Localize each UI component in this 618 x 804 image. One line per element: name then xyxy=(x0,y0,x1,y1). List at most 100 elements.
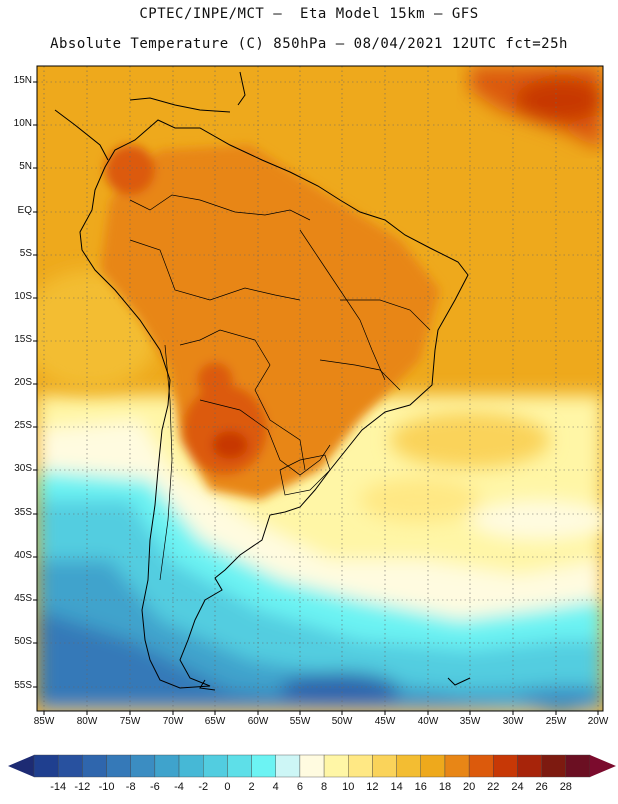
colorbar-swatch xyxy=(299,754,325,778)
latitude-label: 20S xyxy=(14,377,32,388)
colorbar-swatch xyxy=(323,754,349,778)
field-atlantic-24c xyxy=(515,78,603,122)
colorbar xyxy=(8,754,616,778)
longitude-label: 65W xyxy=(204,716,226,727)
colorbar-swatch xyxy=(251,754,276,778)
latitude-label: 10N xyxy=(13,118,32,129)
colorbar-label: -4 xyxy=(174,781,184,793)
latitude-label: 5S xyxy=(19,248,32,259)
longitude-label: 40W xyxy=(417,716,439,727)
chart-title-line2: Absolute Temperature (C) 850hPa – 08/04/… xyxy=(50,36,568,52)
colorbar-swatch xyxy=(227,754,252,778)
field-streak-3 xyxy=(360,478,480,522)
latitude-label: 15N xyxy=(13,75,32,86)
colorbar-swatch xyxy=(154,754,180,778)
latitude-label: 25S xyxy=(14,420,32,431)
colorbar-arrow-right xyxy=(590,755,616,777)
latitude-label: 45S xyxy=(14,593,32,604)
longitude-label: 70W xyxy=(162,716,184,727)
colorbar-arrow-left xyxy=(8,755,34,777)
antilles xyxy=(237,71,246,106)
colorbar-swatch xyxy=(565,754,591,778)
colorbar-swatch xyxy=(372,754,397,778)
field-chaco-22c xyxy=(183,385,267,475)
colorbar-swatch xyxy=(493,754,518,778)
border-uruguay xyxy=(279,454,331,496)
field-continent-20c xyxy=(100,145,440,500)
colorbar-label: 26 xyxy=(535,781,548,793)
colorbar-label: 8 xyxy=(321,781,328,793)
colorbar-label: 24 xyxy=(511,781,524,793)
colorbar-swatch xyxy=(348,754,373,778)
colorbar-label: 14 xyxy=(390,781,403,793)
longitude-label: 30W xyxy=(502,716,524,727)
axis-ticks xyxy=(33,81,599,715)
border-bolivia-paraguay xyxy=(179,329,306,471)
longitude-label: 20W xyxy=(587,716,609,727)
colorbar-swatch xyxy=(33,754,59,778)
longitude-label: 80W xyxy=(76,716,98,727)
latitude-label: 40S xyxy=(14,550,32,561)
colorbar-swatch xyxy=(106,754,131,778)
latitude-label: 15S xyxy=(14,334,32,345)
colorbar-label: 18 xyxy=(438,781,452,793)
latitude-label: EQ xyxy=(17,205,32,216)
colorbar-swatch xyxy=(444,754,470,778)
central-america-coast xyxy=(54,109,109,161)
border-brazil-states-2 xyxy=(340,299,431,331)
colorbar-label: 16 xyxy=(414,781,427,793)
coastlines xyxy=(54,71,471,691)
colorbar-label: 28 xyxy=(559,781,572,793)
longitude-label: 25W xyxy=(545,716,567,727)
colorbar-label: -8 xyxy=(125,781,136,793)
latitude-label: 5N xyxy=(19,161,32,172)
border-argentina xyxy=(199,399,331,476)
country-borders xyxy=(129,194,431,581)
tierra-del-fuego xyxy=(199,679,216,691)
field-cold-core xyxy=(280,672,400,708)
longitude-label: 75W xyxy=(119,716,141,727)
colorbar-label: 0 xyxy=(224,781,231,793)
longitude-label: 50W xyxy=(331,716,353,727)
longitude-label: 60W xyxy=(247,716,269,727)
field-chaco-24c xyxy=(212,431,248,459)
map-frame xyxy=(36,65,604,712)
colorbar-label: 10 xyxy=(342,781,355,793)
field-cold-patch-east xyxy=(520,686,600,711)
temperature-field xyxy=(37,66,603,711)
border-north xyxy=(129,194,311,221)
colorbar-label: 4 xyxy=(272,781,279,793)
colorbar-label: -6 xyxy=(149,781,160,793)
colorbar-label: 22 xyxy=(487,781,500,793)
border-peru-brazil xyxy=(129,239,301,301)
colorbar-label: -14 xyxy=(50,781,67,793)
field-hot-spot xyxy=(197,362,233,398)
longitude-label: 85W xyxy=(33,716,55,727)
border-chile-argentina xyxy=(159,344,173,581)
colorbar-swatch xyxy=(57,754,83,778)
latitude-label: 30S xyxy=(14,463,32,474)
chart-title-line1: CPTEC/INPE/MCT – Eta Model 15km – GFS xyxy=(139,6,479,22)
caribbean-coast xyxy=(129,97,231,113)
colorbar-swatch xyxy=(541,754,567,778)
colorbar-swatch xyxy=(275,754,301,778)
border-brazil-states-1 xyxy=(299,229,386,381)
colorbar-label: -2 xyxy=(198,781,209,793)
colorbar-swatch xyxy=(82,754,107,778)
longitude-label: 45W xyxy=(374,716,396,727)
colorbar-label: 6 xyxy=(296,781,303,793)
colorbar-swatch xyxy=(178,754,204,778)
field-band-minus8c xyxy=(37,610,520,711)
border-brazil-states-3 xyxy=(319,359,401,391)
field-streak-2 xyxy=(470,500,603,540)
colorbar-label: -10 xyxy=(98,781,115,793)
latitude-label: 10S xyxy=(14,291,32,302)
colorbar-swatch xyxy=(130,754,156,778)
colorbar-label: 2 xyxy=(248,781,255,793)
latitude-label: 50S xyxy=(14,636,32,647)
colorbar-swatch xyxy=(420,754,446,778)
colorbar-label: -12 xyxy=(74,781,91,793)
colorbar-label: 12 xyxy=(366,781,379,793)
longitude-label: 35W xyxy=(459,716,481,727)
